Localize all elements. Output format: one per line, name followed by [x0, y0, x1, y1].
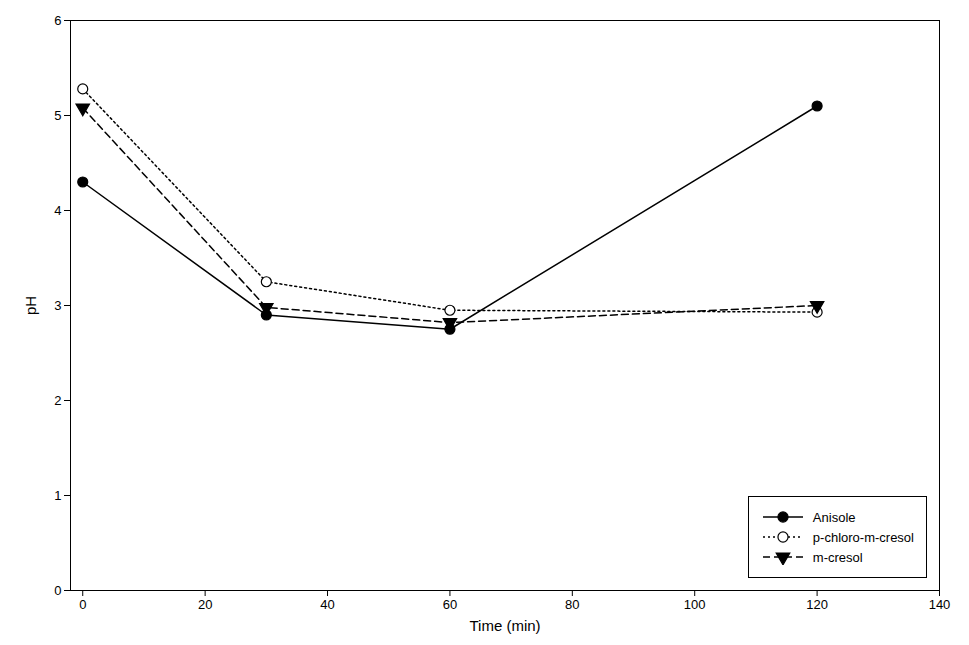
svg-text:Time (min): Time (min) — [469, 617, 540, 634]
svg-text:80: 80 — [565, 597, 579, 612]
svg-text:3: 3 — [54, 298, 61, 313]
svg-text:0: 0 — [54, 583, 61, 598]
svg-text:120: 120 — [806, 597, 828, 612]
html-text:Anisole: Anisole — [812, 509, 856, 525]
svg-text:2: 2 — [54, 393, 61, 408]
svg-text:40: 40 — [320, 597, 334, 612]
svg-text:100: 100 — [684, 597, 706, 612]
svg-text:140: 140 — [929, 597, 951, 612]
html-text:m-cresol: m-cresol — [812, 549, 863, 565]
svg-text:0: 0 — [79, 597, 86, 612]
svg-text:5: 5 — [54, 108, 61, 123]
svg-text:pH: pH — [22, 296, 39, 315]
svg-text:60: 60 — [443, 597, 457, 612]
svg-text:6: 6 — [54, 13, 61, 28]
svg-text:4: 4 — [54, 203, 61, 218]
svg-text:20: 20 — [198, 597, 212, 612]
html-text:p-chloro-m-cresol: p-chloro-m-cresol — [812, 529, 914, 545]
svg-text:1: 1 — [54, 488, 61, 503]
